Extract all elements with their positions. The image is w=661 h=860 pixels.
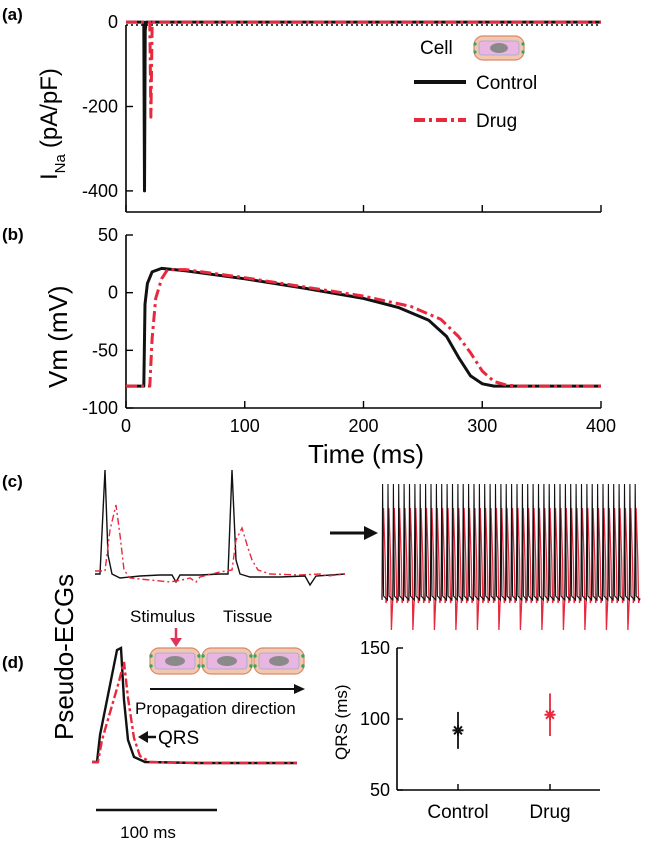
tissue-cell-icon	[253, 647, 305, 675]
pseudo-ecg-label: Pseudo-ECGs	[49, 574, 79, 740]
series-line-control	[126, 20, 601, 193]
qrs-y-tick-label: 50	[370, 780, 390, 800]
scale-bar-label: 100 ms	[120, 823, 176, 842]
y-tick-label: -200	[82, 97, 118, 117]
qrs-y-axis-title: QRS (ms)	[332, 684, 351, 760]
qrs-chart: 150 100 50 Control Drug QRS (ms)	[332, 638, 600, 823]
ecg-long-control	[381, 483, 641, 602]
panel-b-chart: 50 0 -50 -100 0 100 200 300 400 Vm (mV) Time (m…	[43, 225, 616, 469]
x-tick-label: 0	[121, 416, 131, 436]
qrs-y-tick-label: 100	[360, 709, 390, 729]
y-tick-label: -100	[82, 398, 118, 418]
series-line-control	[126, 266, 601, 388]
y-tick-label: -50	[92, 340, 118, 360]
qrs-annotation: QRS	[158, 728, 199, 749]
ecg-short-control	[95, 469, 346, 587]
tissue-cells	[149, 647, 305, 675]
qrs-drug	[92, 661, 297, 765]
x-tick-label: 200	[348, 416, 378, 436]
series-line-drug	[126, 20, 601, 119]
qrs-waveform	[92, 646, 297, 765]
panel-a-chart: 0 -200 -400 INa(pA/pF)	[36, 12, 602, 213]
qrs-category-label: Drug	[529, 802, 570, 823]
x-tick-label: 400	[586, 416, 616, 436]
panel-label-b: (b)	[2, 225, 24, 244]
ecg-long-trace	[381, 483, 641, 631]
legend-cell-label: Cell	[420, 38, 453, 59]
qrs-point-control	[452, 724, 464, 736]
panel-label-d: (d)	[2, 653, 24, 672]
cell-icon	[473, 35, 525, 61]
qrs-y-tick-label: 150	[360, 638, 390, 658]
ecg-short-drug	[95, 504, 346, 583]
tissue-cell-icon	[201, 647, 253, 675]
legend-drug-label: Drug	[476, 111, 517, 132]
panel-b-x-axis-title: Time (ms)	[308, 439, 424, 469]
ecg-short-trace	[95, 469, 346, 587]
y-tick-label: -400	[82, 181, 118, 201]
tissue-cell-icon	[149, 647, 201, 675]
arrow-to-long-trace	[330, 526, 378, 540]
qrs-category-label: Control	[427, 802, 488, 823]
tissue-label: Tissue	[223, 607, 272, 626]
qrs-arrow	[138, 731, 156, 743]
stimulus-arrow	[170, 628, 182, 647]
panel-label-a: (a)	[2, 5, 23, 24]
panel-b-y-axis-title: Vm (mV)	[43, 285, 73, 388]
legend: Cell Control Drug	[414, 35, 537, 132]
qrs-point-drug	[544, 709, 556, 721]
panel-a-y-axis-title: INa(pA/pF)	[36, 68, 69, 180]
y-tick-label: 0	[108, 12, 118, 32]
x-tick-label: 100	[230, 416, 260, 436]
panel-label-c: (c)	[2, 472, 23, 491]
propagation-arrow	[150, 684, 305, 694]
propagation-direction-label: Propagation direction	[135, 699, 296, 718]
y-tick-label: 0	[108, 283, 118, 303]
y-tick-label: 50	[98, 225, 118, 245]
legend-control-label: Control	[476, 73, 537, 94]
series-line-drug	[126, 268, 601, 388]
stimulus-label: Stimulus	[130, 607, 195, 626]
x-tick-label: 300	[467, 416, 497, 436]
